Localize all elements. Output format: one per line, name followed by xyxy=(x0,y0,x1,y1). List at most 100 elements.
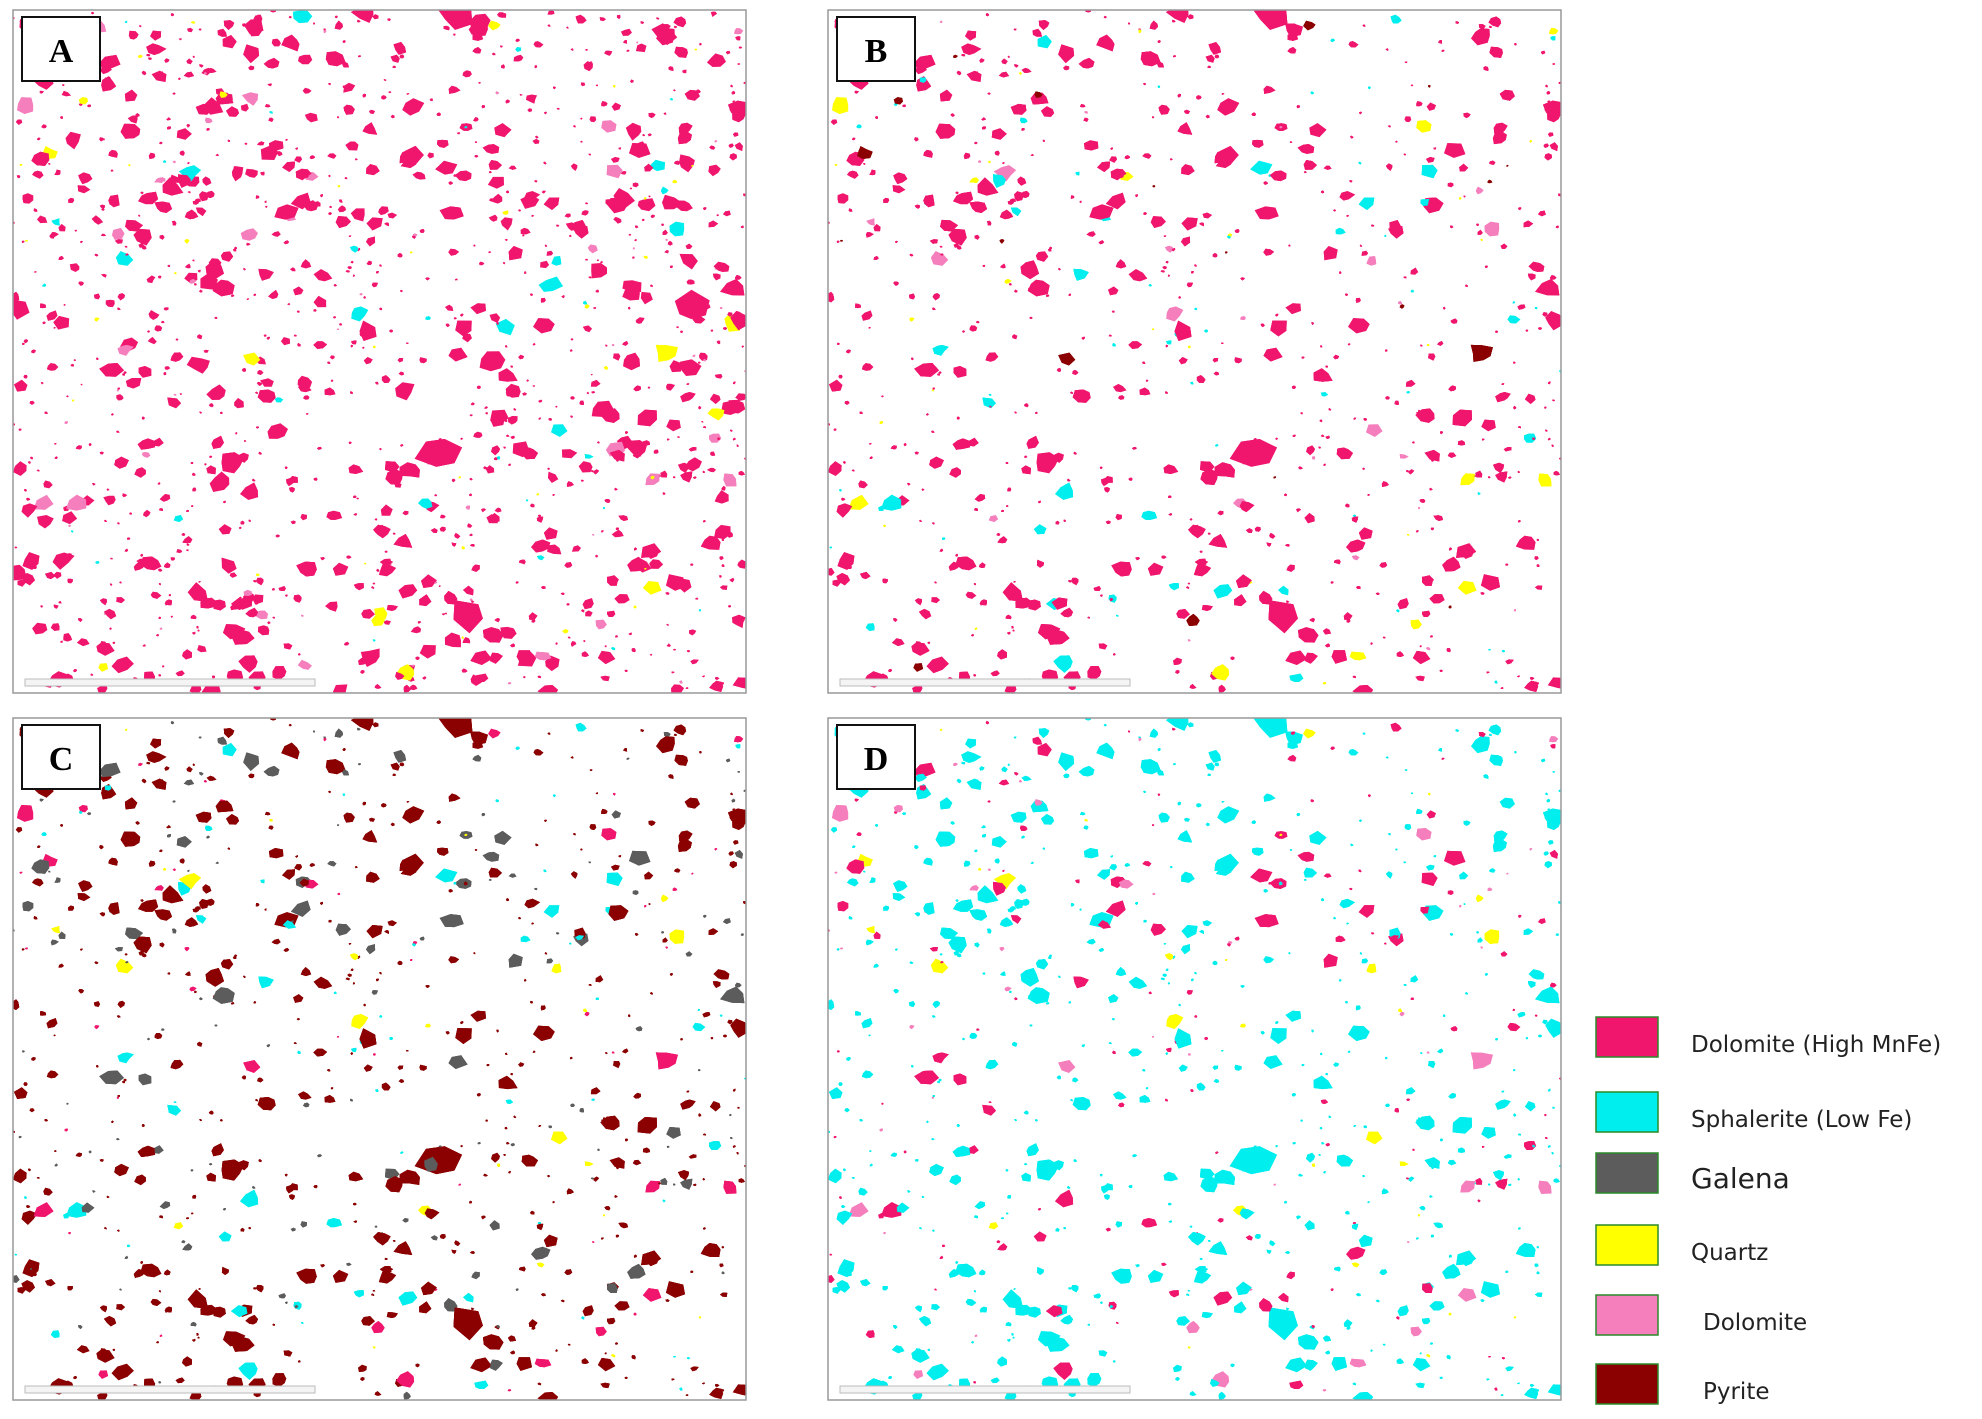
grain xyxy=(661,186,669,195)
grain xyxy=(489,313,501,323)
grain xyxy=(574,220,586,233)
grain xyxy=(198,28,202,31)
grain xyxy=(489,513,500,524)
grain xyxy=(379,264,382,267)
grain xyxy=(1493,462,1505,473)
grain xyxy=(32,622,48,635)
grain xyxy=(223,624,246,640)
grain xyxy=(117,293,125,301)
grain xyxy=(914,137,919,142)
grain xyxy=(298,384,312,393)
grain xyxy=(435,160,458,175)
grain xyxy=(1477,229,1483,235)
grain xyxy=(838,374,843,379)
grain xyxy=(890,445,897,450)
grain xyxy=(740,225,744,229)
grain xyxy=(1165,10,1189,23)
grain xyxy=(489,198,496,203)
grain xyxy=(482,144,500,154)
grain xyxy=(1297,144,1315,154)
grain xyxy=(661,223,664,226)
grain xyxy=(119,581,122,584)
grain xyxy=(1187,582,1191,585)
grain xyxy=(399,289,403,293)
grain xyxy=(1178,357,1188,365)
grain xyxy=(218,524,232,535)
grain xyxy=(832,97,849,114)
grain xyxy=(156,633,160,637)
grain xyxy=(490,652,503,664)
grain xyxy=(588,153,591,156)
grain xyxy=(640,21,645,24)
grain xyxy=(260,378,274,387)
grain xyxy=(421,574,437,588)
grain xyxy=(387,212,397,219)
grain xyxy=(1303,20,1316,31)
grain xyxy=(732,100,736,103)
map-background xyxy=(13,10,746,693)
grain xyxy=(186,124,191,128)
grain xyxy=(296,561,317,577)
grain xyxy=(921,488,925,491)
grain xyxy=(256,577,264,586)
grain xyxy=(1544,153,1552,161)
grain xyxy=(636,41,639,44)
grain xyxy=(1031,286,1038,292)
grain xyxy=(206,465,216,475)
grain xyxy=(269,140,284,151)
grain xyxy=(543,197,560,210)
grain xyxy=(830,119,838,125)
grain xyxy=(613,353,621,361)
grain xyxy=(1481,574,1500,591)
grain xyxy=(63,304,66,306)
grain xyxy=(1536,564,1540,567)
grain xyxy=(709,433,722,443)
grain xyxy=(17,97,34,114)
grain xyxy=(690,563,694,566)
grain xyxy=(510,435,515,439)
grain xyxy=(366,164,380,176)
grain xyxy=(410,626,422,634)
grain xyxy=(1422,610,1431,617)
grain xyxy=(1080,104,1086,108)
grain xyxy=(987,92,991,95)
grain xyxy=(1495,330,1498,333)
grain xyxy=(380,504,393,516)
grain xyxy=(893,618,898,622)
grain xyxy=(990,670,1000,677)
grain xyxy=(1002,582,1024,602)
grain xyxy=(176,128,192,140)
grain xyxy=(1150,216,1166,228)
grain xyxy=(653,449,659,454)
grain xyxy=(80,383,83,386)
grain xyxy=(1345,293,1348,296)
grain xyxy=(248,519,251,522)
grain xyxy=(1452,409,1472,427)
grain xyxy=(698,352,708,361)
grain xyxy=(1023,403,1029,408)
grain xyxy=(1071,577,1079,586)
grain xyxy=(1079,200,1082,203)
grain xyxy=(713,261,730,272)
grain xyxy=(1109,597,1114,602)
grain xyxy=(1489,46,1503,58)
grain xyxy=(146,43,167,55)
grain xyxy=(203,72,207,75)
grain xyxy=(901,104,906,108)
grain xyxy=(31,349,36,354)
grain xyxy=(1111,561,1132,577)
grain xyxy=(178,38,183,41)
grain xyxy=(525,94,537,104)
grain xyxy=(1143,82,1146,86)
grain xyxy=(427,152,434,159)
grain xyxy=(615,527,619,531)
grain xyxy=(1416,101,1423,107)
grain xyxy=(918,519,922,522)
grain xyxy=(1027,279,1050,297)
grain xyxy=(932,345,949,356)
grain xyxy=(21,240,25,243)
grain xyxy=(1157,40,1161,43)
grain xyxy=(243,352,261,366)
grain xyxy=(863,163,866,165)
grain xyxy=(381,95,387,100)
